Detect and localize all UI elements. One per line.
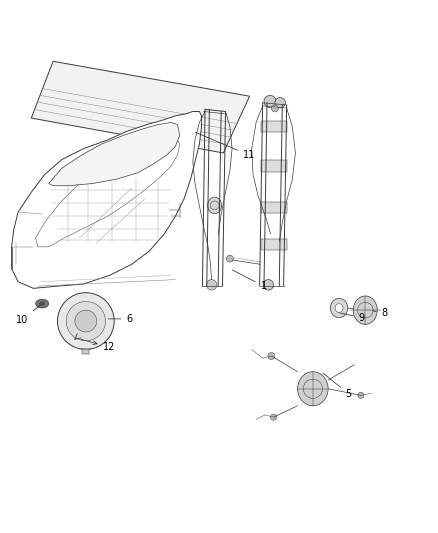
Ellipse shape [39, 302, 45, 305]
Ellipse shape [330, 298, 348, 318]
Ellipse shape [353, 296, 377, 325]
Circle shape [66, 302, 106, 341]
FancyBboxPatch shape [82, 349, 89, 354]
Circle shape [206, 280, 217, 290]
Text: 9: 9 [339, 312, 365, 322]
FancyBboxPatch shape [261, 202, 287, 213]
Circle shape [358, 392, 364, 398]
Polygon shape [31, 61, 250, 153]
Circle shape [263, 280, 274, 290]
Circle shape [201, 101, 210, 110]
Circle shape [264, 95, 276, 108]
FancyBboxPatch shape [261, 160, 287, 172]
FancyBboxPatch shape [261, 239, 287, 251]
Circle shape [75, 310, 97, 332]
Text: 8: 8 [372, 308, 388, 318]
Circle shape [271, 414, 277, 420]
Text: 10: 10 [16, 305, 40, 325]
Text: 1: 1 [233, 270, 267, 291]
Circle shape [226, 255, 233, 262]
Circle shape [268, 352, 275, 359]
Circle shape [275, 98, 286, 108]
Ellipse shape [297, 372, 328, 406]
Circle shape [219, 104, 226, 112]
Text: 5: 5 [323, 373, 352, 399]
Polygon shape [49, 123, 180, 185]
Ellipse shape [335, 304, 343, 312]
Text: 6: 6 [108, 314, 133, 324]
Circle shape [272, 105, 279, 112]
Polygon shape [12, 111, 201, 288]
Text: 12: 12 [81, 340, 116, 352]
Ellipse shape [35, 299, 49, 308]
Ellipse shape [208, 197, 222, 214]
Text: 11: 11 [195, 132, 255, 160]
Circle shape [57, 293, 114, 350]
FancyBboxPatch shape [261, 121, 287, 133]
